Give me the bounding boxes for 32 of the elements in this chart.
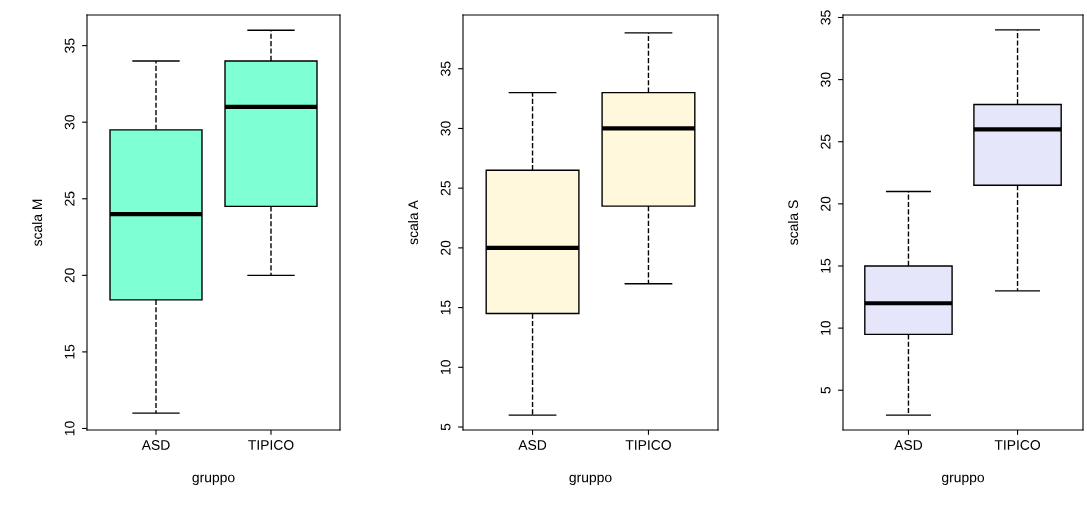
x-tick-label: ASD — [518, 440, 547, 450]
y-tick-label: 35 — [820, 10, 831, 25]
y-tick-label: 10 — [64, 421, 75, 436]
y-tick-label: 20 — [64, 268, 75, 283]
y-tick-label: 25 — [820, 134, 831, 149]
y-tick-label: 25 — [64, 191, 75, 206]
y-tick-label: 20 — [440, 240, 451, 255]
y-tick-label: 20 — [820, 196, 831, 211]
y-tick-label: 10 — [820, 320, 831, 335]
y-tick-label: 25 — [440, 181, 451, 196]
y-tick-label: 5 — [820, 386, 831, 394]
y-tick-label: 15 — [820, 258, 831, 273]
y-tick-label: 10 — [440, 360, 451, 374]
x-axis-title: gruppo — [569, 474, 612, 486]
x-tick-label: TIPICO — [625, 440, 671, 450]
x-axis-title: gruppo — [941, 474, 985, 486]
y-tick-label: 30 — [820, 72, 831, 87]
y-tick-label: 15 — [64, 344, 75, 359]
y-axis-title: scala S — [787, 200, 799, 245]
x-tick-label: ASD — [894, 440, 923, 450]
y-tick-label: 35 — [440, 61, 451, 76]
x-axis-title: gruppo — [192, 474, 235, 486]
y-axis-title: scala A — [407, 200, 419, 245]
y-tick-label: 5 — [440, 423, 451, 431]
x-tick-label: ASD — [141, 440, 170, 450]
y-tick-label: 30 — [64, 115, 75, 130]
y-tick-label: 35 — [64, 38, 75, 53]
x-tick-label: TIPICO — [248, 440, 294, 450]
y-tick-label: 30 — [440, 121, 451, 136]
y-axis-title: scala M — [31, 199, 43, 247]
y-tick-label: 15 — [440, 300, 451, 315]
x-tick-label: TIPICO — [994, 440, 1041, 450]
